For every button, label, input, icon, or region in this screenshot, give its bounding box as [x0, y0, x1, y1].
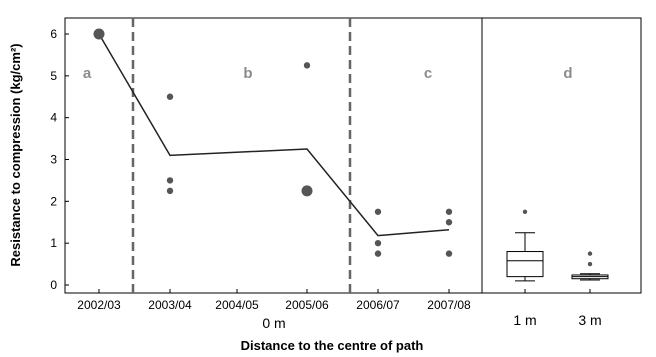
x-tick-label: 2002/03 — [77, 298, 121, 312]
x-tick-label: 2004/05 — [215, 298, 259, 312]
panel-label-a: a — [83, 65, 92, 82]
outlier-point — [587, 251, 593, 256]
data-point — [93, 28, 105, 40]
outlier-point — [522, 209, 528, 214]
y-tick-label: 2 — [50, 194, 57, 208]
y-tick-label: 0 — [50, 278, 57, 292]
data-point — [303, 62, 311, 69]
y-axis-title: Resistance to compression (kg/cm²) — [8, 43, 23, 266]
data-point — [445, 250, 453, 257]
outlier-point — [587, 261, 593, 267]
y-tick-label: 4 — [50, 111, 57, 125]
x-tick-label: 2003/04 — [148, 298, 192, 312]
trend-line — [98, 33, 450, 237]
x-tick-label: 2007/08 — [427, 298, 471, 312]
data-point — [374, 239, 382, 247]
data-point — [445, 219, 453, 226]
data-point — [166, 93, 174, 100]
x-tick-label: 2006/07 — [356, 298, 400, 312]
group-label-0m: 0 m — [262, 315, 285, 331]
plot-frame — [64, 17, 642, 294]
data-point — [301, 185, 313, 197]
panel-label-c: c — [424, 65, 432, 82]
x-tick-label: 2005/06 — [285, 298, 329, 312]
panel-label-b: b — [243, 65, 252, 82]
boxplot-1m — [506, 209, 544, 282]
y-tick-label: 1 — [50, 236, 57, 250]
x-axis-title: Distance to the centre of path — [241, 338, 424, 353]
data-marks — [93, 28, 609, 282]
panel-label-d: d — [563, 65, 572, 82]
y-tick-label: 6 — [50, 27, 57, 41]
data-point — [374, 208, 382, 215]
data-point — [166, 187, 174, 195]
boxplot-label: 1 m — [513, 312, 536, 328]
boxplot-label: 3 m — [578, 312, 601, 328]
boxplot-3m — [571, 251, 609, 281]
data-point — [166, 177, 174, 184]
chart-text: 0 1 2 3 4 5 6 2002/03 2003/04 2004/05 2005/06 2006/… — [8, 27, 602, 353]
y-tick-label: 5 — [50, 69, 57, 83]
data-point — [445, 208, 453, 215]
axes — [64, 17, 642, 294]
box — [506, 251, 544, 278]
data-point — [374, 250, 382, 257]
y-tick-label: 3 — [50, 153, 57, 167]
